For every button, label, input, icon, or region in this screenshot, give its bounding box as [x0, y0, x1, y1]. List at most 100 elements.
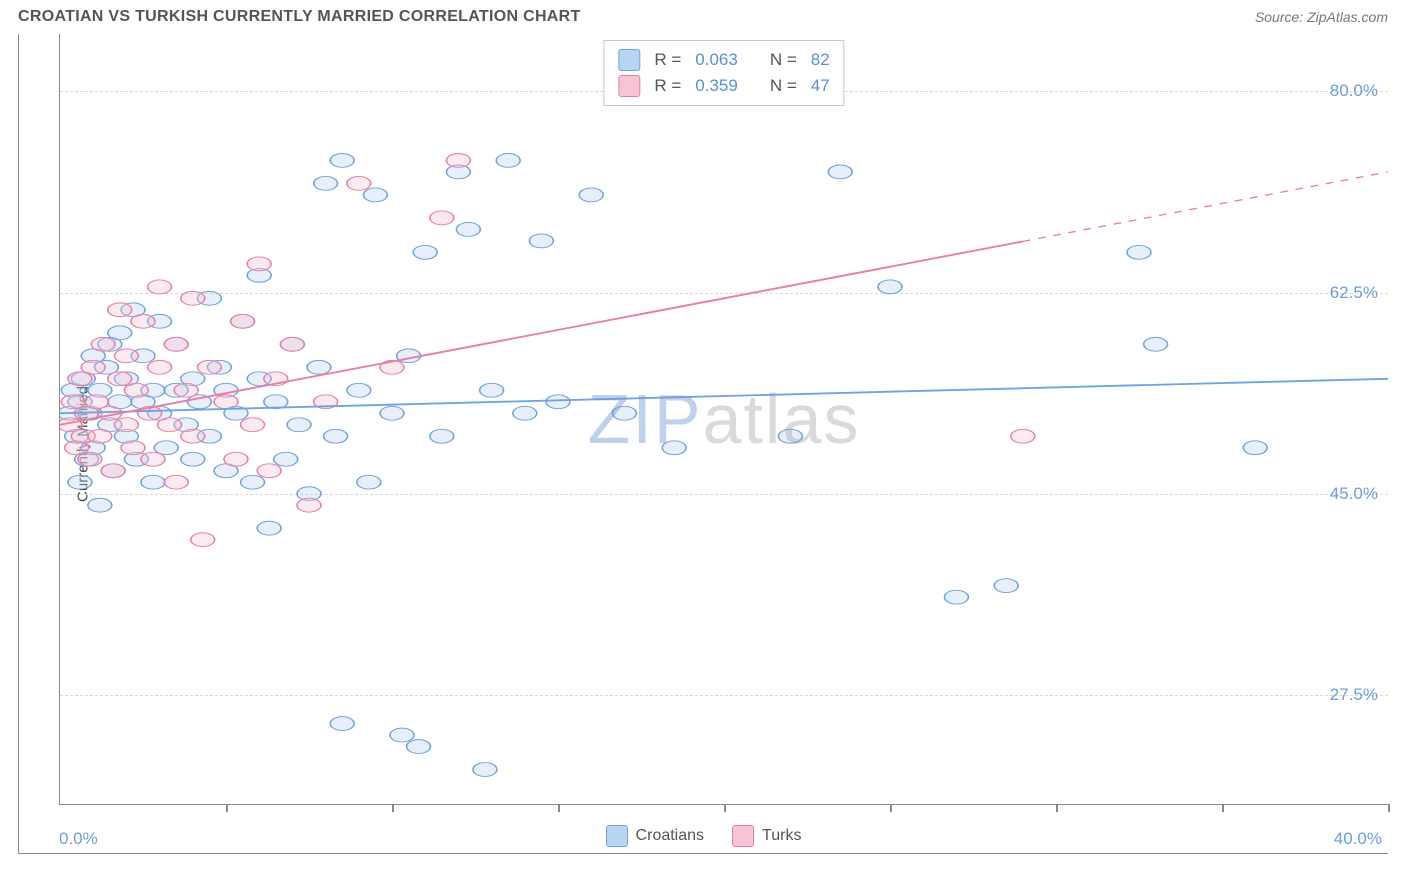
x-axis-min-label: 0.0%: [59, 829, 98, 849]
scatter-point: [446, 153, 470, 167]
chart-source: Source: ZipAtlas.com: [1255, 9, 1388, 25]
scatter-point: [314, 176, 338, 190]
legend-series-label: Turks: [762, 827, 801, 845]
chart-title: CROATIAN VS TURKISH CURRENTLY MARRIED CO…: [18, 8, 581, 26]
scatter-point: [546, 395, 570, 409]
scatter-point: [480, 383, 504, 397]
legend-stats-row: R = 0.063 N = 82: [618, 47, 829, 73]
scatter-point: [330, 153, 354, 167]
scatter-point: [347, 383, 371, 397]
scatter-point: [181, 452, 205, 466]
plot-svg: [60, 34, 1388, 804]
scatter-point: [297, 498, 321, 512]
scatter-point: [158, 418, 182, 432]
trend-line-dashed: [1023, 172, 1388, 242]
scatter-point: [287, 418, 311, 432]
scatter-point: [944, 590, 968, 604]
scatter-point: [473, 763, 497, 777]
scatter-point: [529, 234, 553, 248]
scatter-point: [878, 280, 902, 294]
legend-series-item: Croatians: [606, 825, 704, 847]
scatter-point: [88, 498, 112, 512]
scatter-point: [612, 406, 636, 420]
scatter-point: [214, 395, 238, 409]
legend-n-value: 47: [811, 76, 830, 96]
scatter-point: [108, 303, 132, 317]
legend-n-label: N =: [770, 50, 797, 70]
x-tick: [392, 804, 394, 812]
scatter-point: [496, 153, 520, 167]
trend-line: [60, 241, 1023, 424]
scatter-point: [413, 245, 437, 259]
scatter-point: [828, 165, 852, 179]
scatter-point: [513, 406, 537, 420]
scatter-point: [224, 452, 248, 466]
legend-r-value: 0.359: [695, 76, 738, 96]
scatter-point: [274, 452, 298, 466]
scatter-point: [1144, 337, 1168, 351]
scatter-point: [181, 429, 205, 443]
legend-r-label: R =: [654, 50, 681, 70]
scatter-point: [78, 452, 102, 466]
scatter-point: [324, 429, 348, 443]
scatter-point: [1243, 441, 1267, 455]
scatter-point: [181, 291, 205, 305]
x-tick: [226, 804, 228, 812]
scatter-point: [241, 475, 265, 489]
scatter-point: [390, 728, 414, 742]
x-tick: [724, 804, 726, 812]
x-tick: [1056, 804, 1058, 812]
legend-stats: R = 0.063 N = 82 R = 0.359 N = 47: [603, 40, 844, 106]
scatter-point: [108, 326, 132, 340]
legend-swatch: [606, 825, 628, 847]
scatter-point: [430, 429, 454, 443]
scatter-point: [247, 257, 271, 271]
scatter-point: [330, 717, 354, 731]
x-axis-max-label: 40.0%: [1334, 829, 1382, 849]
scatter-point: [1127, 245, 1151, 259]
x-tick: [1388, 804, 1390, 812]
scatter-point: [148, 280, 172, 294]
legend-swatch: [732, 825, 754, 847]
scatter-point: [114, 349, 138, 363]
scatter-point: [407, 740, 431, 754]
legend-series-label: Croatians: [636, 827, 704, 845]
scatter-point: [91, 337, 115, 351]
scatter-point: [778, 429, 802, 443]
scatter-point: [148, 360, 172, 374]
scatter-point: [357, 475, 381, 489]
scatter-point: [363, 188, 387, 202]
scatter-point: [131, 314, 155, 328]
scatter-point: [174, 383, 198, 397]
scatter-point: [68, 475, 92, 489]
scatter-point: [231, 314, 255, 328]
scatter-point: [114, 418, 138, 432]
legend-series: Croatians Turks: [606, 825, 802, 847]
scatter-point: [579, 188, 603, 202]
scatter-point: [141, 452, 165, 466]
x-tick: [1222, 804, 1224, 812]
scatter-point: [1011, 429, 1035, 443]
legend-swatch: [618, 49, 640, 71]
scatter-point: [456, 222, 480, 236]
scatter-point: [124, 383, 148, 397]
scatter-point: [257, 464, 281, 478]
chart-header: CROATIAN VS TURKISH CURRENTLY MARRIED CO…: [0, 0, 1406, 30]
scatter-point: [257, 521, 281, 535]
scatter-point: [101, 464, 125, 478]
plot-area: ZIPatlas R = 0.063 N = 82 R = 0.359 N = …: [59, 34, 1388, 805]
scatter-point: [241, 418, 265, 432]
legend-swatch: [618, 75, 640, 97]
scatter-point: [121, 441, 145, 455]
scatter-point: [108, 372, 132, 386]
legend-series-item: Turks: [732, 825, 801, 847]
legend-r-value: 0.063: [695, 50, 738, 70]
chart-container: Currently Married ZIPatlas R = 0.063 N =…: [18, 34, 1388, 854]
legend-n-label: N =: [770, 76, 797, 96]
scatter-point: [88, 429, 112, 443]
scatter-point: [994, 579, 1018, 593]
scatter-point: [197, 360, 221, 374]
scatter-point: [164, 337, 188, 351]
scatter-point: [662, 441, 686, 455]
scatter-point: [380, 406, 404, 420]
